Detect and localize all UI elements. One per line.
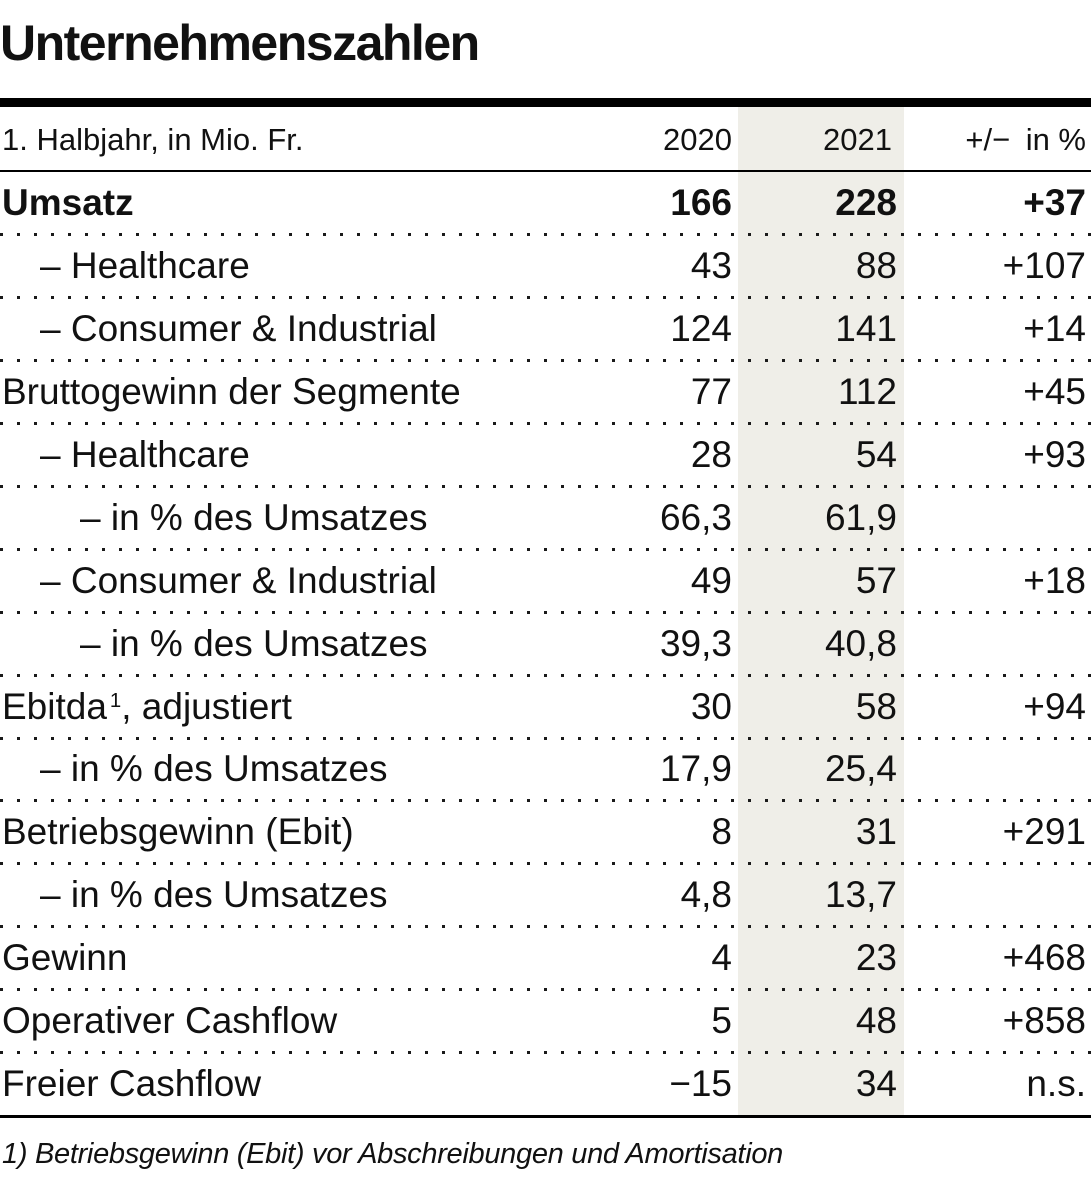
cell-2020: 8 <box>711 811 732 853</box>
cell-change: +14 <box>1023 308 1086 350</box>
row-label: Ebitda 1, adjustiert <box>2 685 292 727</box>
footnote: 1) Betriebsgewinn (Ebit) vor Abschreibun… <box>2 1138 783 1170</box>
cell-2020: −15 <box>669 1062 732 1104</box>
cell-change: n.s. <box>1026 1062 1086 1104</box>
header-2021: 2021 <box>823 122 892 157</box>
row-label: – Consumer & Industrial <box>40 559 437 601</box>
row-label: – in % des Umsatzes <box>40 748 388 790</box>
cell-2021: 34 <box>855 1062 897 1104</box>
table-row: Freier Cashflow −15 34 n.s. <box>0 1052 1091 1115</box>
table-row: – Consumer & Industrial 124 141 +14 <box>0 298 1091 363</box>
cell-2020: 4 <box>711 937 732 979</box>
row-label: Gewinn <box>2 937 128 979</box>
table-row: Betriebsgewinn (Ebit) 8 31 +291 <box>0 801 1091 866</box>
table-rows: Umsatz 166 228 +37 – Healthcare 43 88 +107 – Con… <box>0 172 1091 1115</box>
cell-2021: 31 <box>855 811 897 853</box>
cell-change: +93 <box>1023 434 1086 475</box>
cell-2021: 112 <box>838 371 897 413</box>
row-label: Freier Cashflow <box>2 1062 262 1104</box>
top-rule <box>0 98 1091 107</box>
cell-change: +858 <box>1002 1000 1086 1042</box>
cell-2020: 5 <box>711 1000 732 1042</box>
cell-2020: 166 <box>670 182 732 224</box>
table-row: – Healthcare 43 88 +107 <box>0 235 1091 300</box>
cell-change: +45 <box>1023 371 1086 413</box>
row-label: – in % des Umsatzes <box>80 496 428 538</box>
cell-2020: 124 <box>670 308 732 350</box>
bottom-rule <box>0 1115 1091 1118</box>
table-row: Bruttogewinn der Segmente 77 112 +45 <box>0 361 1091 425</box>
cell-2020: 4,8 <box>680 874 732 916</box>
row-label: – Consumer & Industrial <box>40 308 437 350</box>
cell-change: +37 <box>1023 182 1086 224</box>
table-row: – in % des Umsatzes 4,8 13,7 <box>0 864 1091 929</box>
table-row: Operativer Cashflow 5 48 +858 <box>0 990 1091 1054</box>
page-title: Unternehmenszahlen <box>0 15 480 71</box>
cell-2021: 54 <box>855 434 897 475</box>
table-row: Gewinn 4 23 +468 <box>0 927 1091 991</box>
cell-change: +468 <box>1002 937 1086 979</box>
cell-2021: 13,7 <box>824 874 897 916</box>
footnote-marker: 1 <box>109 690 122 713</box>
row-label: – in % des Umsatzes <box>80 622 428 664</box>
cell-change: +94 <box>1023 685 1086 727</box>
cell-2020: 30 <box>690 685 732 727</box>
cell-change: +18 <box>1023 559 1086 601</box>
cell-2020: 49 <box>690 559 732 601</box>
header-change: +/− in % <box>965 122 1086 157</box>
cell-2020: 17,9 <box>659 748 732 790</box>
table-row: – Consumer & Industrial 49 57 +18 <box>0 549 1091 614</box>
row-label: – Healthcare <box>40 434 250 475</box>
cell-2021: 228 <box>835 182 897 224</box>
cell-2021: 40,8 <box>824 622 897 664</box>
cell-2020: 28 <box>690 434 732 475</box>
cell-2021: 23 <box>855 937 897 979</box>
cell-2020: 77 <box>690 371 732 413</box>
row-label: – in % des Umsatzes <box>40 874 388 916</box>
table-header-row: 1. Halbjahr, in Mio. Fr. 2020 2021 +/− i… <box>0 110 1091 170</box>
row-label: – Healthcare <box>40 245 250 287</box>
cell-2021: 57 <box>855 559 897 601</box>
cell-2021: 48 <box>855 1000 897 1042</box>
table-row: – in % des Umsatzes 17,9 25,4 <box>0 738 1091 803</box>
cell-2021: 61,9 <box>824 496 897 538</box>
header-label: 1. Halbjahr, in Mio. Fr. <box>2 122 304 157</box>
cell-2021: 25,4 <box>824 748 897 790</box>
cell-2021: 58 <box>855 685 897 727</box>
cell-2020: 43 <box>690 245 732 287</box>
cell-2021: 88 <box>855 245 897 287</box>
table-row: – in % des Umsatzes 66,3 61,9 <box>0 486 1091 551</box>
table-row: – in % des Umsatzes 39,3 40,8 <box>0 612 1091 677</box>
cell-2021: 141 <box>835 308 897 350</box>
row-label: Umsatz <box>2 182 134 224</box>
cell-2020: 66,3 <box>659 496 732 538</box>
row-label: Operativer Cashflow <box>2 1000 338 1042</box>
cell-2020: 39,3 <box>659 622 732 664</box>
table-row: – Healthcare 28 54 +93 <box>0 424 1091 488</box>
header-2020: 2020 <box>663 122 732 157</box>
row-label: Bruttogewinn der Segmente <box>2 371 461 413</box>
table-row: Ebitda 1, adjustiert 30 58 +94 <box>0 675 1091 740</box>
cell-change: +291 <box>1002 811 1086 853</box>
row-label: Betriebsgewinn (Ebit) <box>2 811 354 853</box>
cell-change: +107 <box>1002 245 1086 287</box>
table-row: Umsatz 166 228 +37 <box>0 172 1091 237</box>
header-rule <box>0 170 1091 172</box>
